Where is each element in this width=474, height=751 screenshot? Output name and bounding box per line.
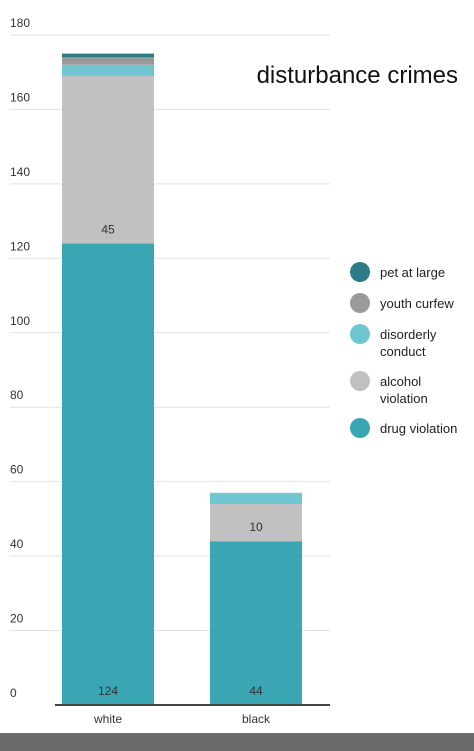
bar-segment [62,57,154,65]
legend-label: drug violation [380,421,458,436]
y-tick-label: 40 [10,537,24,551]
chart-title: disturbance crimes [257,62,458,89]
value-label: 10 [249,520,263,534]
legend-item: disorderly conduct [350,324,474,360]
x-tick-label: white [93,712,122,726]
y-tick-label: 20 [10,612,24,626]
legend-item: youth curfew [350,293,474,313]
y-tick-label: 60 [10,463,24,477]
value-label: 124 [98,684,118,698]
bar-segment [62,243,154,705]
legend-item: alcohol violation [350,371,474,407]
bar-segment [62,53,154,58]
legend-swatch [350,262,370,282]
value-label: 44 [249,684,263,698]
legend-swatch [350,324,370,344]
legend-swatch [350,371,370,391]
legend-item: drug violation [350,418,474,438]
y-tick-label: 120 [10,239,30,253]
legend-item: pet at large [350,262,474,282]
y-tick-label: 80 [10,388,24,402]
legend-swatch [350,418,370,438]
y-tick-label: 0 [10,686,17,700]
y-tick-label: 160 [10,90,30,104]
bar-segment [210,504,302,542]
bar-segment [62,75,154,244]
bottom-strip [0,733,474,751]
bar-segment [210,492,302,504]
bar-segment [210,541,302,705]
y-tick-label: 100 [10,314,30,328]
legend-label: disorderly conduct [380,327,437,359]
y-tick-label: 140 [10,165,30,179]
y-tick-label: 180 [10,16,30,30]
legend-label: pet at large [380,265,446,280]
legend: pet at large youth curfew disorderly condu… [350,262,474,438]
x-tick-label: black [242,712,271,726]
legend-label: youth curfew [380,296,454,311]
value-label: 45 [101,222,115,236]
legend-swatch [350,293,370,313]
bar-segment [62,64,154,76]
legend-label: alcohol violation [380,374,428,406]
